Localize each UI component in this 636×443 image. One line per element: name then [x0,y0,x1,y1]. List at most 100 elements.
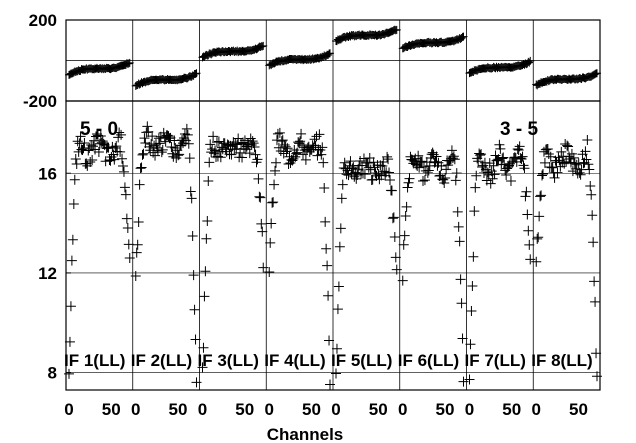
data-point [536,190,547,201]
data-point [545,151,556,162]
x-axis-title: Channels [267,425,344,443]
data-point [414,162,425,173]
data-point [521,186,532,197]
data-point [476,149,487,160]
data-point [398,239,409,250]
data-point [362,157,373,168]
data-point [274,127,285,138]
data-point [587,210,598,221]
data-point [470,182,481,193]
data-point [277,135,288,146]
data-point [172,145,183,156]
data-point [399,230,410,241]
data-point [364,152,375,163]
data-point [495,143,506,154]
data-point [317,142,328,153]
data-point [95,131,106,142]
data-point [71,159,82,170]
data-point [109,154,120,165]
data-point [131,247,142,258]
data-point [64,368,74,379]
data-point [316,149,327,160]
if-panel-label: IF 7(LL) [465,351,526,370]
data-point [352,170,363,181]
data-point [138,148,149,159]
data-point [150,150,161,161]
x-tick-label: 0 [198,400,207,419]
data-point [538,168,548,179]
data-point [205,139,216,150]
data-point [331,368,341,379]
data-point [564,151,575,162]
data-point [264,267,275,278]
data-point [322,260,333,271]
data-point [377,161,388,172]
data-point [174,149,185,160]
data-point [457,33,466,42]
amplitude-series [531,134,602,382]
data-point [455,274,466,285]
data-point [321,243,332,254]
data-point [384,167,395,178]
if-labels: IF 1(LL) IF 2(LL) IF 3(LL) IF 4(LL) IF 5(LL)… [64,351,593,370]
data-point [419,175,430,186]
data-point [304,146,315,157]
data-point [451,168,462,179]
data-point [524,239,535,250]
data-point [70,153,81,164]
data-point [202,215,213,226]
data-point [570,163,581,174]
data-point [76,144,87,155]
data-point [268,197,279,208]
data-point [134,179,145,190]
data-point [166,142,177,153]
data-point [140,137,151,148]
data-point [271,157,281,168]
data-point [308,142,319,153]
phase-series [465,56,535,78]
data-point [514,141,525,152]
data-point [525,254,536,265]
x-tick-label: 0 [398,400,407,419]
data-point [115,146,126,157]
data-point [457,333,468,344]
phase-series [532,69,601,90]
data-point [580,146,591,157]
overlay-label-left: 5 - 0 [80,119,118,140]
data-point [154,138,165,149]
amplitude-series [464,139,536,385]
data-point [152,145,163,156]
data-point [201,233,212,244]
data-point [133,217,144,228]
data-point [300,154,311,165]
data-point [533,232,544,243]
data-point [557,157,568,168]
data-point [135,163,146,174]
data-point [252,154,263,165]
data-point [427,147,438,158]
data-point [525,58,534,67]
if-panel-label: IF 3(LL) [198,351,259,370]
data-point [568,152,579,163]
data-point [211,137,222,148]
amplitude-tick-label: 12 [38,264,57,283]
data-point [120,189,131,200]
data-point [93,146,104,157]
data-point [335,223,346,234]
data-point [467,281,478,292]
data-point [387,213,398,224]
data-point [326,49,334,58]
data-point [440,172,451,183]
data-point [232,139,243,150]
data-point [386,185,397,196]
data-point [359,169,370,180]
data-point [591,70,600,79]
data-point [121,213,132,224]
data-point [101,143,112,154]
data-point [422,167,433,178]
data-point [258,262,269,273]
data-point [561,156,572,167]
data-point [188,270,199,281]
data-point [512,144,523,155]
data-point [251,157,262,168]
